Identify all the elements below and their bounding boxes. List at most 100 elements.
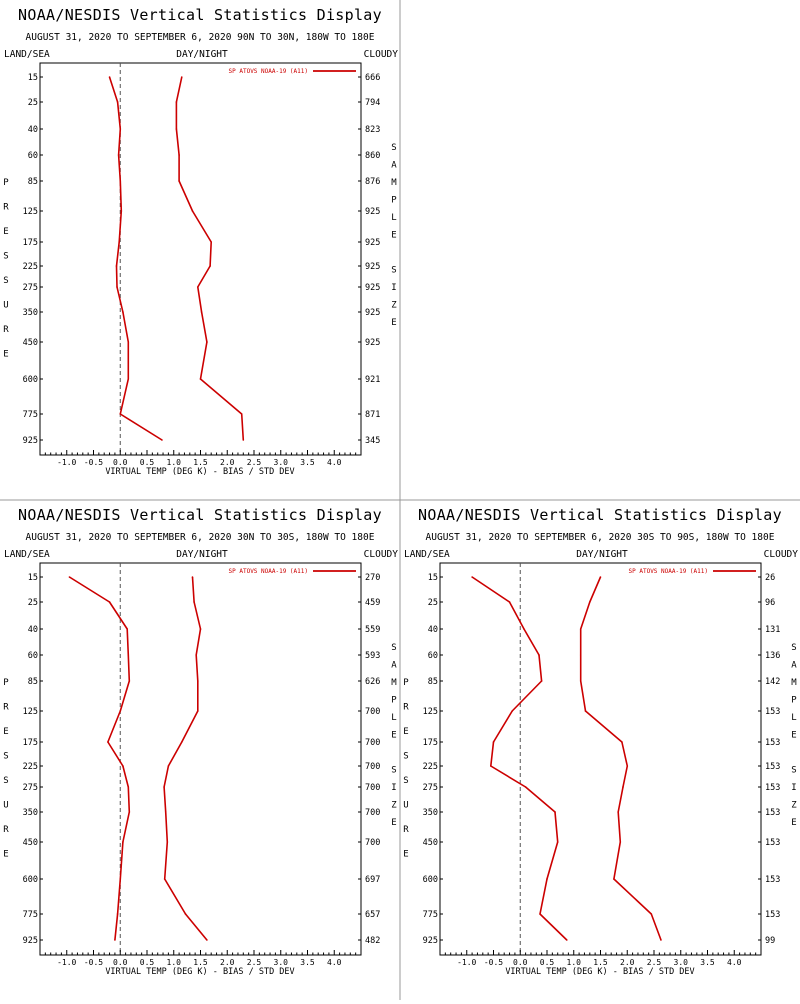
pressure-label: 25 <box>28 598 38 608</box>
x-tick-label: 3.0 <box>274 958 289 967</box>
y-axis-label-letter: S <box>403 752 408 762</box>
y2-axis-label-letter: A <box>791 661 797 671</box>
y-axis-label-letter: R <box>403 703 409 713</box>
series-point-bias <box>119 413 122 415</box>
x-tick-label: 1.0 <box>167 458 182 467</box>
pressure-label: 350 <box>23 308 38 318</box>
x-tick-label: 2.0 <box>620 958 635 967</box>
y-axis-label-letter: P <box>3 678 9 688</box>
x-tick-label: 1.0 <box>567 958 582 967</box>
sample-size-label: 794 <box>365 98 380 108</box>
legend-label: SP ATOVS NOAA-19 (A11) <box>229 68 308 75</box>
pressure-label: 15 <box>28 73 38 83</box>
y-axis-label-letter: E <box>3 350 8 360</box>
y-axis-label-letter: S <box>3 776 8 786</box>
sample-size-label: 153 <box>765 783 780 793</box>
series-point-std-dev <box>242 439 245 441</box>
pressure-label: 225 <box>23 762 38 772</box>
pressure-label: 225 <box>23 262 38 272</box>
y2-axis-label-letter: E <box>391 731 396 741</box>
series-line-bias <box>68 576 131 941</box>
series-point-std-dev <box>199 628 202 630</box>
chart-panel-3: NOAA/NESDIS Vertical Statistics Display A… <box>403 506 798 977</box>
y2-axis-label-letter: L <box>391 713 396 723</box>
series-point-std-dev <box>210 241 212 243</box>
y2-axis-label-letter: S <box>391 643 396 653</box>
series-point-bias <box>126 628 129 630</box>
series-point-std-dev <box>191 576 194 578</box>
series-point-std-dev <box>180 76 183 78</box>
pressure-label: 40 <box>28 125 38 135</box>
series-point-bias <box>524 786 527 788</box>
series-line-std-dev <box>579 576 662 941</box>
series-point-std-dev <box>579 680 582 682</box>
chart-panel-2: NOAA/NESDIS Vertical Statistics Display A… <box>3 506 398 977</box>
pressure-label: 15 <box>428 573 438 583</box>
chart-subtitle: AUGUST 31, 2020 TO SEPTEMBER 6, 2020 30S… <box>426 532 775 543</box>
series-point-bias <box>556 841 559 843</box>
pressure-label: 85 <box>28 677 38 687</box>
sample-size-label: 925 <box>365 262 380 272</box>
series-point-std-dev <box>209 265 211 267</box>
sample-size-label: 700 <box>365 707 380 717</box>
x-tick-label: 1.0 <box>167 958 182 967</box>
x-tick-label: -1.0 <box>57 958 76 967</box>
x-tick-label: 3.5 <box>300 958 315 967</box>
series-point-bias <box>490 765 492 767</box>
sample-size-label: 700 <box>365 808 380 818</box>
pressure-label: 175 <box>423 738 438 748</box>
sample-size-label: 697 <box>365 875 380 885</box>
y2-axis-label-letter: Z <box>391 301 397 311</box>
series-line-bias <box>471 576 568 941</box>
series-point-bias <box>127 378 130 380</box>
chart-title: NOAA/NESDIS Vertical Statistics Display <box>18 506 382 524</box>
pressure-label: 775 <box>23 910 38 920</box>
y2-axis-label-letter: Z <box>391 801 397 811</box>
x-tick-label: 0.0 <box>513 958 528 967</box>
pressure-label: 15 <box>28 573 38 583</box>
sample-size-label: 626 <box>365 677 380 687</box>
x-tick-label: 3.0 <box>674 958 689 967</box>
label-land-sea: LAND/SEA <box>4 549 50 560</box>
x-tick-label: -0.5 <box>84 458 103 467</box>
label-cloudy: CLOUDY <box>364 549 399 560</box>
series-point-bias <box>108 76 111 78</box>
series-point-bias <box>116 286 118 288</box>
pressure-label: 25 <box>28 98 38 108</box>
pressure-label: 25 <box>428 598 438 608</box>
series-point-bias <box>122 841 124 843</box>
series-point-std-dev <box>178 180 180 182</box>
y-axis-label-letter: R <box>3 825 9 835</box>
y-axis-label-letter: S <box>403 776 408 786</box>
series-point-bias <box>546 878 548 880</box>
y2-axis-label-letter: A <box>391 661 397 671</box>
series-point-std-dev <box>197 680 199 682</box>
sample-size-label: 270 <box>365 573 380 583</box>
pressure-label: 125 <box>23 707 38 717</box>
y-axis-label-letter: E <box>3 227 8 237</box>
chart-subtitle: AUGUST 31, 2020 TO SEPTEMBER 6, 2020 30N… <box>26 532 375 543</box>
pressure-label: 125 <box>23 207 38 217</box>
label-land-sea: LAND/SEA <box>4 49 50 60</box>
series-point-std-dev <box>619 841 622 843</box>
y2-axis-label-letter: E <box>391 818 396 828</box>
pressure-label: 40 <box>428 625 438 635</box>
pressure-label: 600 <box>23 375 38 385</box>
y-axis-label-letter: E <box>3 727 8 737</box>
chart-title: NOAA/NESDIS Vertical Statistics Display <box>418 506 782 524</box>
series-point-std-dev <box>180 741 183 743</box>
series-line-std-dev <box>175 76 245 441</box>
series-point-bias <box>119 128 122 130</box>
series-point-bias <box>127 654 130 656</box>
pressure-label: 175 <box>23 738 38 748</box>
y2-axis-label-letter: E <box>791 731 796 741</box>
y-axis-label-letter: E <box>403 850 408 860</box>
y-axis-label-letter: U <box>3 801 8 811</box>
y2-axis-label-letter: Z <box>791 801 797 811</box>
series-point-std-dev <box>200 311 203 313</box>
series-point-bias <box>471 576 473 578</box>
pressure-label: 275 <box>23 283 38 293</box>
series-point-std-dev <box>193 601 195 603</box>
series-point-std-dev <box>163 786 165 788</box>
series-point-bias <box>68 576 71 578</box>
